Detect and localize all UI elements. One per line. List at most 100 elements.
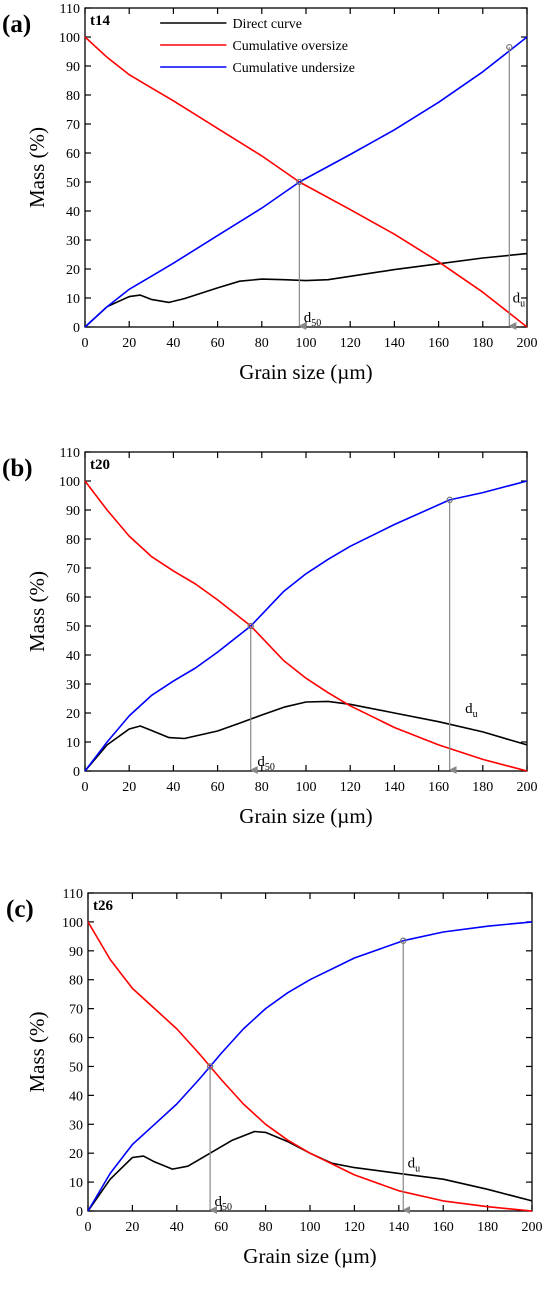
x-tick-label: 140 xyxy=(388,1220,409,1235)
series-line-direct-curve xyxy=(87,1130,533,1212)
series-line-cumulative-oversize xyxy=(84,480,528,772)
sample-label: t20 xyxy=(90,457,110,473)
y-tick-label: 60 xyxy=(66,147,80,162)
y-tick-label: 60 xyxy=(69,1032,83,1047)
marker-label-sub: 50 xyxy=(265,762,275,773)
marker-point-u xyxy=(446,496,453,504)
y-axis-title: Mass (%) xyxy=(25,571,49,652)
y-tick-label: 0 xyxy=(73,765,80,780)
y-tick-label: 20 xyxy=(66,263,80,278)
x-tick-label: 60 xyxy=(211,780,225,795)
panel-label: (c) xyxy=(6,896,34,923)
x-tick-label: 180 xyxy=(472,780,493,795)
y-tick-label: 110 xyxy=(60,446,80,461)
y-tick-label: 80 xyxy=(66,89,80,104)
y-tick-label: 10 xyxy=(66,736,80,751)
legend-entry: Cumulative oversize xyxy=(232,39,347,54)
marker-label-sub: 50 xyxy=(222,1202,232,1213)
marker-label-u: du xyxy=(465,701,478,720)
marker-label-main: d xyxy=(304,310,312,326)
series-line-direct-curve xyxy=(84,700,528,772)
legend-entry: Cumulative undersize xyxy=(232,61,354,76)
panel-label: (a) xyxy=(2,11,31,38)
x-tick-label: 40 xyxy=(170,1220,184,1235)
x-tick-label: 100 xyxy=(296,780,317,795)
plot-frame xyxy=(87,892,533,1212)
y-tick-label: 100 xyxy=(59,475,80,490)
y-tick-label: 20 xyxy=(69,1147,83,1162)
legend: Direct curve Cumulative oversize Cumulativ… xyxy=(160,17,355,76)
x-tick-label: 100 xyxy=(300,1220,321,1235)
chart-panel-3: (c) t26 0 20 40 60 80 100 120 140 160 180 200 0 10 20 30… xyxy=(6,887,543,1268)
y-tick-label: 60 xyxy=(66,591,80,606)
x-tick-label: 40 xyxy=(166,780,180,795)
x-tick-label: 140 xyxy=(384,780,405,795)
x-tick-label: 180 xyxy=(472,336,493,351)
x-tick-label: 200 xyxy=(517,780,538,795)
x-tick-label: 120 xyxy=(344,1220,365,1235)
x-tick-label: 100 xyxy=(296,336,317,351)
marker-label-main: d xyxy=(257,754,265,770)
marker-point-u xyxy=(400,937,407,944)
y-tick-label: 80 xyxy=(66,533,80,548)
sample-label: t26 xyxy=(93,898,113,914)
x-tick-label: 120 xyxy=(340,780,361,795)
x-tick-label: 20 xyxy=(125,1220,139,1235)
y-axis-title: Mass (%) xyxy=(25,1011,49,1092)
y-tick-label: 30 xyxy=(66,234,80,249)
x-tick-label: 20 xyxy=(122,336,136,351)
y-tick-label: 110 xyxy=(60,2,80,17)
y-tick-label: 50 xyxy=(69,1060,83,1075)
x-tick-label: 60 xyxy=(211,336,225,351)
y-tick-label: 0 xyxy=(76,1205,83,1220)
y-tick-label: 100 xyxy=(59,31,80,46)
x-tick-label: 160 xyxy=(428,336,449,351)
y-tick-label: 90 xyxy=(66,504,80,519)
marker-point-u xyxy=(506,43,513,51)
y-tick-label: 40 xyxy=(66,649,80,664)
marker-point-50 xyxy=(206,1063,214,1070)
x-tick-label: 0 xyxy=(82,780,89,795)
marker-label-sub: u xyxy=(473,709,478,720)
plot-frame xyxy=(84,7,528,328)
y-tick-label: 50 xyxy=(66,176,80,191)
series-line-cumulative-undersize xyxy=(84,480,528,772)
y-tick-label: 30 xyxy=(66,678,80,693)
x-tick-label: 80 xyxy=(255,780,269,795)
marker-label-sub: 50 xyxy=(311,318,321,329)
x-tick-label: 80 xyxy=(255,336,269,351)
y-tick-label: 90 xyxy=(69,945,83,960)
y-tick-label: 30 xyxy=(69,1118,83,1133)
y-tick-label: 10 xyxy=(66,292,80,307)
sample-label: t14 xyxy=(90,13,110,29)
y-tick-label: 90 xyxy=(66,60,80,75)
y-tick-label: 110 xyxy=(63,887,83,902)
y-tick-label: 40 xyxy=(66,205,80,220)
y-tick-label: 50 xyxy=(66,620,80,635)
x-tick-label: 160 xyxy=(428,780,449,795)
x-tick-label: 120 xyxy=(340,336,361,351)
chart-panel-1: (a) t14 0 20 40 60 80 100 120 140 160 180 200 0 10 20 30… xyxy=(2,2,538,384)
y-tick-label: 10 xyxy=(69,1176,83,1191)
series-line-cumulative-oversize xyxy=(87,921,533,1212)
x-tick-label: 200 xyxy=(522,1220,543,1235)
x-axis-title: Grain size (µm) xyxy=(243,1244,376,1268)
y-tick-label: 70 xyxy=(66,118,80,133)
x-tick-label: 40 xyxy=(166,336,180,351)
chart-panel-2: (b) t20 0 20 40 60 80 100 120 140 160 180 200 0 10 20 30… xyxy=(2,446,538,828)
series-line-cumulative-undersize xyxy=(87,921,533,1212)
panel-label: (b) xyxy=(2,455,33,482)
marker-label-main: d xyxy=(465,701,473,717)
y-axis-title: Mass (%) xyxy=(25,127,49,208)
marker-label-50: d50 xyxy=(215,1194,233,1213)
marker-point-50 xyxy=(247,622,254,630)
y-tick-label: 70 xyxy=(66,562,80,577)
x-tick-label: 20 xyxy=(122,780,136,795)
x-tick-label: 140 xyxy=(384,336,405,351)
x-tick-label: 0 xyxy=(85,1220,92,1235)
marker-label-50: d50 xyxy=(304,310,322,329)
x-tick-label: 0 xyxy=(82,336,89,351)
marker-label-sub: u xyxy=(415,1164,420,1175)
series-line-cumulative-undersize xyxy=(84,36,528,328)
